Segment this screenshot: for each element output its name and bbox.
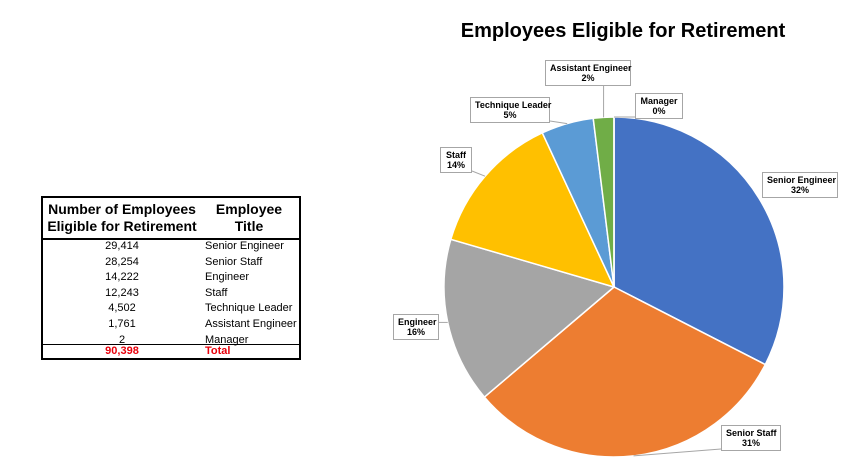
chart-title: Employees Eligible for Retirement [460, 20, 786, 42]
data-label-engineer: Engineer 16% [393, 314, 439, 340]
table-body: 29,414 Senior Engineer 28,254 Senior Sta… [43, 239, 299, 348]
data-label-assistant-engineer: Assistant Engineer 2% [545, 60, 632, 86]
data-label-percent: 0% [652, 106, 666, 116]
row-title: Senior Staff [205, 255, 263, 268]
data-label-percent: 32% [790, 185, 809, 195]
header-count: Number of Employees Eligible for Retirem… [47, 201, 197, 234]
leader-line-technique-leader [549, 120, 568, 125]
pie-slice-senior-engineer [613, 116, 785, 366]
table-row: 2 Manager [43, 333, 299, 349]
row-title: Technique Leader [205, 302, 293, 315]
data-label-percent: 14% [446, 160, 465, 170]
pie-slice-senior-staff [483, 286, 767, 458]
data-label-name: Assistant Engineer [550, 63, 632, 73]
data-label-name: Senior Staff [726, 428, 777, 438]
data-label-name: Staff [446, 150, 466, 160]
header-title: Employee Title [215, 201, 283, 234]
table-header: Number of Employees Eligible for Retirem… [43, 198, 299, 240]
row-title: Assistant Engineer [205, 317, 297, 330]
leader-line-staff [471, 170, 486, 177]
data-label-senior-staff: Senior Staff 31% [721, 425, 781, 451]
data-label-percent: 5% [503, 110, 517, 120]
data-label-name: Senior Engineer [767, 175, 837, 185]
row-count: 12,243 [105, 286, 139, 299]
row-title: Staff [205, 286, 228, 299]
data-label-percent: 2% [581, 73, 595, 83]
table-row: 29,414 Senior Engineer [43, 239, 299, 255]
row-count: 14,222 [105, 271, 139, 284]
table-row: 12,243 Staff [43, 286, 299, 302]
table-row: 4,502 Technique Leader [43, 301, 299, 317]
data-label-name: Technique Leader [475, 100, 552, 110]
row-count: 1,761 [108, 317, 136, 330]
data-label-name: Manager [640, 96, 678, 106]
leader-line-senior-staff [633, 448, 722, 457]
data-label-senior-engineer: Senior Engineer 32% [762, 172, 838, 198]
table-row: 1,761 Assistant Engineer [43, 317, 299, 333]
data-label-staff: Staff 14% [440, 147, 472, 173]
table-total-row: 90,398 Total [43, 344, 299, 359]
total-count: 90,398 [105, 345, 139, 357]
retirement-table: Number of Employees Eligible for Retirem… [41, 196, 301, 360]
row-title: Engineer [205, 271, 250, 284]
total-title: Total [205, 345, 231, 357]
data-label-percent: 16% [406, 327, 425, 337]
table-row: 14,222 Engineer [43, 270, 299, 286]
data-label-technique-leader: Technique Leader 5% [470, 97, 552, 123]
row-count: 28,254 [105, 255, 139, 268]
table-row: 28,254 Senior Staff [43, 255, 299, 271]
pie-slice-staff [449, 131, 616, 289]
row-count: 29,414 [105, 240, 139, 252]
data-label-manager: Manager 0% [635, 93, 683, 119]
row-title: Manager [205, 333, 249, 346]
data-label-percent: 31% [741, 438, 760, 448]
row-count: 4,502 [108, 302, 136, 315]
data-label-name: Engineer [398, 317, 437, 327]
row-count: 2 [118, 333, 126, 346]
row-title: Senior Engineer [205, 240, 284, 252]
